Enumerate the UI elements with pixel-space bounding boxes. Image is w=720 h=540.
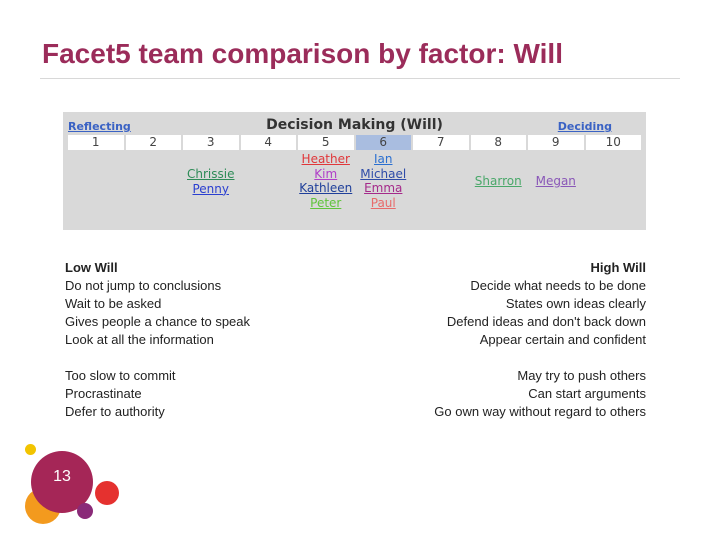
scale-cell-8: 8 [470, 135, 526, 150]
scale-cell-5: 5 [298, 135, 354, 150]
high-will-trait: Defend ideas and don't back down [446, 314, 646, 329]
scale-column-5: Heather Kim Kathleen Peter [296, 152, 356, 211]
reflecting-link[interactable]: Reflecting [68, 120, 131, 133]
slide-title: Facet5 team comparison by factor: Will [42, 38, 563, 69]
low-will-risk: Too slow to commit [65, 368, 176, 383]
yellow-dot-icon [25, 444, 36, 455]
high-will-trait: Decide what needs to be done [470, 278, 646, 293]
scale-cell-2: 2 [125, 135, 181, 150]
low-will-risk: Defer to authority [65, 404, 165, 419]
team-member-link[interactable]: Megan [535, 174, 576, 188]
scale-column-3: Chrissie Penny [181, 167, 241, 196]
purple-dot-icon [77, 503, 93, 519]
low-will-heading: Low Will [65, 260, 118, 275]
high-will-heading: High Will [590, 260, 647, 275]
high-will-risks: May try to push others Can start argumen… [434, 367, 646, 421]
low-will-trait: Look at all the information [65, 332, 214, 347]
high-will-trait: States own ideas clearly [505, 296, 646, 311]
deciding-link[interactable]: Deciding [557, 120, 612, 133]
title-divider [40, 78, 680, 79]
scale-cell-1: 1 [68, 135, 124, 150]
decision-scale: 1 2 3 4 5 6 7 8 9 10 [68, 135, 641, 150]
low-will-risks: Too slow to commit Procrastinate Defer t… [65, 367, 176, 421]
scale-column-9: Megan [526, 174, 586, 189]
high-will-risk: May try to push others [517, 368, 646, 383]
high-will-risk: Can start arguments [528, 386, 646, 401]
low-will-trait: Gives people a chance to speak [65, 314, 251, 329]
team-member-link[interactable]: Chrissie [187, 167, 235, 181]
page-number-badge: 13 [31, 451, 93, 513]
team-member-link[interactable]: Michael [360, 166, 407, 181]
decision-table-title: Decision Making (Will) [266, 117, 443, 133]
scale-cell-3: 3 [183, 135, 239, 150]
scale-column-8: Sharron [468, 174, 528, 189]
scale-cell-9: 9 [528, 135, 584, 150]
high-will-traits: High Will Decide what needs to be done S… [447, 259, 646, 349]
low-will-traits: Low Will Do not jump to conclusions Wait… [65, 259, 250, 349]
team-member-link[interactable]: Paul [370, 196, 396, 211]
high-will-trait: Appear certain and confident [479, 332, 646, 347]
team-member-link[interactable]: Kathleen [299, 181, 353, 196]
scale-cell-4: 4 [240, 135, 296, 150]
low-will-trait: Do not jump to conclusions [65, 278, 222, 293]
scale-column-6: Ian Michael Emma Paul [353, 152, 413, 211]
team-member-link[interactable]: Sharron [474, 174, 522, 188]
decision-making-table: Reflecting Decision Making (Will) Decidi… [63, 112, 646, 230]
team-member-link[interactable]: Ian [374, 152, 393, 166]
team-member-link[interactable]: Heather [301, 152, 350, 166]
scale-cell-10: 10 [585, 135, 641, 150]
scale-cell-7: 7 [413, 135, 469, 150]
team-member-link[interactable]: Peter [310, 196, 342, 211]
scale-cell-6: 6 [355, 135, 411, 150]
low-will-trait: Wait to be asked [65, 296, 162, 311]
team-member-link[interactable]: Kim [314, 166, 338, 181]
team-member-link[interactable]: Penny [192, 181, 229, 196]
low-will-risk: Procrastinate [65, 386, 142, 401]
red-dot-icon [95, 481, 119, 505]
team-member-link[interactable]: Emma [364, 181, 403, 196]
high-will-risk: Go own way without regard to others [434, 404, 646, 419]
